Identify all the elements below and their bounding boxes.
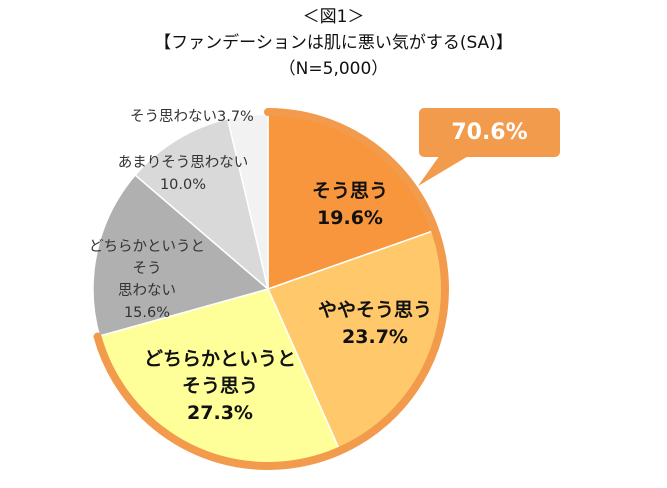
pie-slice-4 bbox=[134, 117, 270, 292]
slice-3-name: どちらかというとそう 思わない bbox=[89, 239, 205, 299]
pie-slice-3 bbox=[92, 173, 270, 337]
highlight-arc bbox=[93, 108, 449, 470]
slice-4-value: 10.0% bbox=[159, 177, 207, 193]
slice-label-2: どちらかというと そう思う 27.3% bbox=[140, 346, 300, 427]
slice-label-5: そう思わない3.7% bbox=[130, 106, 254, 128]
slice-1-name: ややそう思う bbox=[317, 299, 432, 321]
callout-pointer bbox=[418, 155, 470, 186]
slice-label-1: ややそう思う 23.7% bbox=[305, 297, 445, 351]
slice-2-name: どちらかというと そう思う bbox=[143, 348, 296, 397]
chart-title: ＜図1＞ bbox=[302, 7, 365, 27]
slice-1-value: 23.7% bbox=[342, 326, 408, 348]
slice-5-value: 3.7% bbox=[217, 109, 254, 125]
slice-0-name: そう思う bbox=[311, 180, 388, 202]
slice-0-value: 19.6% bbox=[317, 207, 383, 229]
sample-size: （N=5,000） bbox=[278, 59, 389, 79]
slice-label-3: どちらかというとそう 思わない 15.6% bbox=[82, 236, 212, 324]
slice-label-0: そう思う 19.6% bbox=[295, 178, 405, 232]
slice-2-value: 27.3% bbox=[187, 402, 253, 424]
total-callout: 70.6% bbox=[419, 108, 560, 157]
slice-5-name: そう思わない bbox=[130, 109, 217, 125]
slice-3-value: 15.6% bbox=[123, 305, 171, 321]
chart-subtitle: 【ファンデーションは肌に悪い気がする(SA)】 bbox=[154, 33, 513, 53]
slice-label-4: あまりそう思わない 10.0% bbox=[113, 152, 253, 196]
slice-4-name: あまりそう思わない bbox=[117, 155, 249, 171]
